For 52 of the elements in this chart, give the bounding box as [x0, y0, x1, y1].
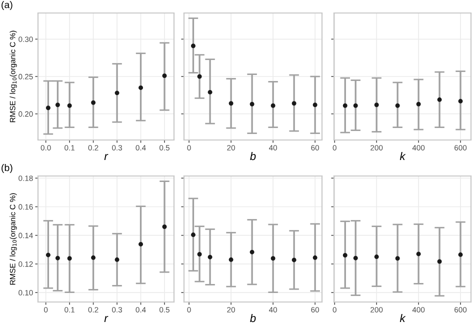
x-axis-title: r: [104, 154, 108, 160]
x-axis-title: k: [400, 152, 406, 160]
point: [228, 257, 234, 262]
point: [91, 255, 96, 260]
point: [353, 256, 358, 260]
point: [46, 106, 50, 110]
point: [395, 103, 400, 108]
point: [190, 232, 196, 238]
point: [208, 254, 212, 260]
point: [162, 74, 167, 78]
point: [416, 252, 421, 256]
point: [55, 102, 60, 108]
point: [250, 250, 254, 254]
chart-title: (a): [2, 1, 12, 10]
point: [292, 101, 296, 106]
point: [55, 256, 60, 260]
point: [395, 256, 400, 261]
point: [91, 100, 96, 105]
x-axis-title: b: [250, 314, 256, 322]
point: [312, 102, 318, 108]
point: [197, 74, 202, 79]
point: [114, 90, 120, 96]
chart-title: (b): [2, 164, 12, 174]
point: [190, 44, 196, 48]
point: [114, 257, 120, 262]
point: [353, 103, 358, 108]
x-axis-title: r: [104, 316, 108, 322]
point: [416, 102, 421, 106]
point: [228, 101, 234, 106]
point: [270, 103, 276, 108]
point: [312, 255, 318, 260]
point: [342, 252, 348, 258]
point: [67, 103, 72, 108]
point: [67, 256, 72, 261]
point: [458, 252, 463, 257]
point: [292, 258, 296, 262]
point: [208, 90, 212, 94]
point: [342, 103, 348, 108]
point: [437, 259, 442, 264]
point: [437, 97, 442, 102]
point: [138, 85, 144, 90]
x-axis-title: k: [400, 314, 406, 322]
x-axis-title: b: [250, 152, 256, 160]
point: [250, 102, 254, 106]
point: [46, 252, 50, 258]
point: [458, 98, 463, 104]
point: [374, 254, 379, 260]
point: [197, 252, 202, 256]
point: [270, 256, 276, 261]
point: [138, 242, 144, 246]
point: [162, 224, 167, 230]
point: [374, 102, 379, 108]
